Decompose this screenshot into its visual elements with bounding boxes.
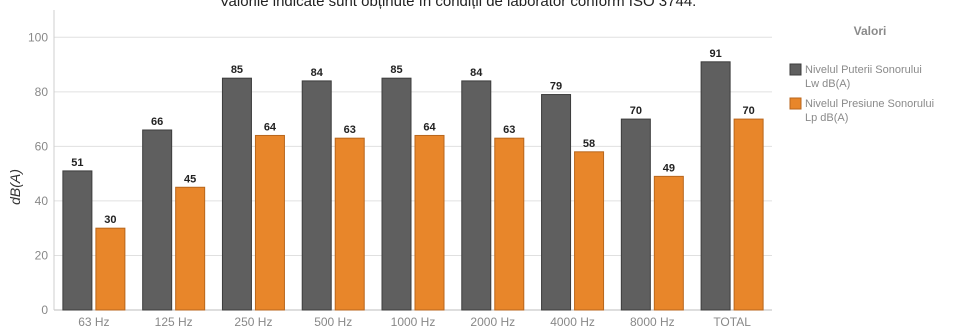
bar-lw[interactable] [700, 61, 731, 311]
x-tick-label: 125 Hz [155, 315, 193, 329]
bar-lp[interactable] [175, 186, 206, 311]
bar-lw[interactable] [221, 77, 252, 311]
bar-lp[interactable] [574, 151, 605, 311]
bar-lp[interactable] [334, 137, 365, 311]
legend-label: Nivelul Presiune Sonorului Lp dB(A) [805, 98, 934, 124]
y-tick-label: 0 [41, 303, 48, 317]
y-axis-label: dB(A) [7, 169, 23, 205]
legend-title: Valori [854, 24, 887, 38]
y-tick-label: 40 [35, 194, 49, 208]
bar-lw[interactable] [381, 77, 412, 311]
x-tick-label: 500 Hz [314, 315, 352, 329]
x-tick-label: TOTAL [713, 315, 751, 329]
legend-swatch-lw [789, 63, 802, 76]
data-label: 58 [583, 138, 595, 150]
y-tick-label: 20 [35, 248, 49, 262]
data-label: 79 [550, 81, 562, 93]
x-tick-label: 63 Hz [78, 315, 109, 329]
chart-title: Valorile indicate sunt obținute în condi… [220, 0, 697, 10]
bar-lp[interactable] [653, 175, 684, 311]
data-label: 84 [470, 67, 483, 79]
bar-lp[interactable] [414, 134, 445, 311]
data-label: 85 [231, 64, 243, 76]
data-label: 70 [630, 105, 642, 117]
bar-lp[interactable] [733, 118, 764, 311]
bar-lw[interactable] [301, 80, 332, 311]
ticks-layer: 0 20 40 60 80 100 63 Hz 125 Hz 250 Hz 500 Hz 1000 … [28, 30, 751, 329]
data-label: 45 [184, 173, 196, 185]
grid-layer [53, 10, 772, 311]
bar-lp[interactable] [254, 134, 285, 311]
bar-lw[interactable] [541, 94, 572, 311]
data-label: 64 [264, 121, 277, 133]
data-label: 91 [709, 48, 721, 60]
data-label: 51 [71, 157, 83, 169]
data-label: 66 [151, 116, 163, 128]
data-label: 63 [344, 124, 356, 136]
bar-lp[interactable] [494, 137, 525, 311]
bar-lp[interactable] [95, 227, 126, 311]
legend-swatch-lp [789, 97, 802, 110]
data-label: 70 [742, 105, 754, 117]
y-tick-label: 60 [35, 139, 49, 153]
data-label: 84 [311, 67, 324, 79]
data-label: 30 [104, 214, 116, 226]
data-label: 63 [503, 124, 515, 136]
data-labels-layer: 51 30 66 45 85 64 84 63 85 64 84 63 79 58 70 49 91 70 [71, 48, 754, 226]
bars-layer [62, 61, 764, 311]
y-tick-label: 80 [35, 85, 49, 99]
y-tick-label: 100 [28, 30, 48, 44]
legend-label: Nivelul Puterii Sonorului Lw dB(A) [805, 64, 922, 90]
bar-lw[interactable] [142, 129, 173, 311]
bar-lw[interactable] [62, 170, 93, 311]
data-label: 85 [390, 64, 402, 76]
x-tick-label: 1000 Hz [391, 315, 436, 329]
x-tick-label: 250 Hz [234, 315, 272, 329]
x-tick-label: 2000 Hz [470, 315, 515, 329]
x-tick-label: 8000 Hz [630, 315, 675, 329]
x-tick-label: 4000 Hz [550, 315, 595, 329]
bar-lw[interactable] [620, 118, 651, 311]
bar-lw[interactable] [461, 80, 492, 311]
legend[interactable]: Valori Nivelul Puterii Sonorului Lw dB(A)… [789, 24, 934, 124]
data-label: 64 [423, 121, 436, 133]
data-label: 49 [663, 162, 675, 174]
